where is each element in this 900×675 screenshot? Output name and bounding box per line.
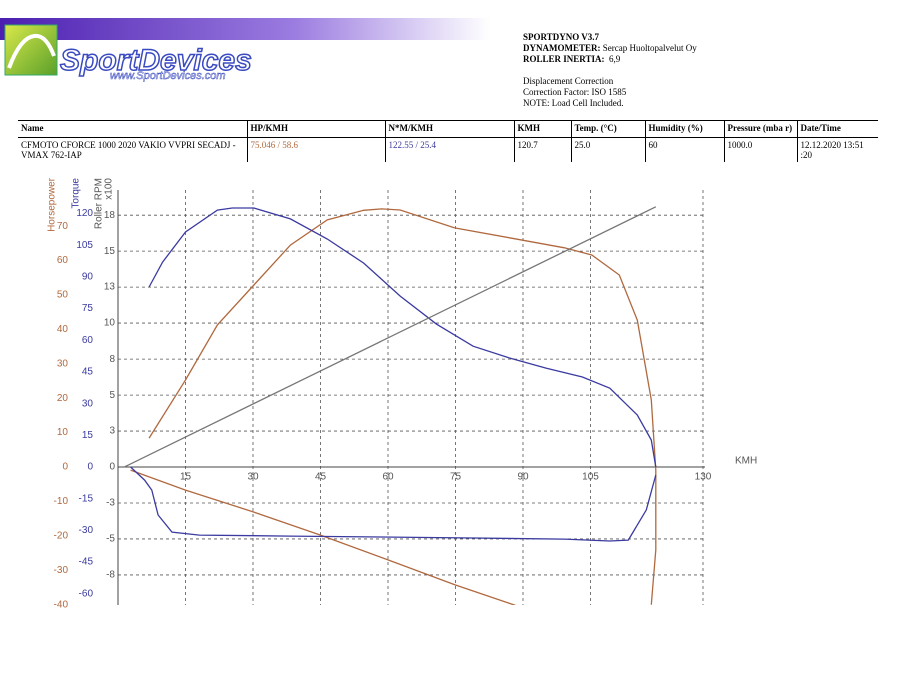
y-tick-label: 18 (104, 210, 116, 221)
column-header: Date/Time (796, 120, 878, 138)
x-tick-label: 45 (315, 472, 327, 483)
y-tick-label: -60 (79, 588, 94, 599)
column-header: HP/KMH (246, 120, 385, 138)
result-table: Name HP/KMH N*M/KMH KMH Temp. (°C) Humidity (… (18, 120, 878, 162)
y-tick-label: 5 (109, 390, 115, 401)
y-tick-label: -45 (79, 557, 94, 568)
y-tick-label: 0 (87, 462, 93, 473)
inertia-label: ROLLER INERTIA: (523, 54, 605, 64)
logo-url: www.SportDevices.com (110, 70, 226, 82)
y-tick-label: 15 (104, 246, 116, 257)
axis-title: Roller RPM (94, 178, 105, 229)
x-axis-title: KMH (735, 456, 757, 467)
inertia: 6,9 (608, 54, 621, 64)
table-cell: 120.7 (513, 137, 571, 162)
column-header: N*M/KMH (384, 120, 514, 138)
table-cell: 122.55 / 25.4 (384, 137, 514, 162)
y-tick-label: 30 (82, 398, 94, 409)
table-cell: 12.12.2020 13:51 :20 (796, 137, 878, 162)
data-line (124, 206, 657, 468)
axis-title: Horsepower (47, 177, 58, 232)
column-header: Temp. (°C) (570, 120, 645, 138)
y-tick-label: 75 (82, 303, 94, 314)
y-tick-label: -8 (106, 570, 115, 581)
table-cell: CFMOTO CFORCE 1000 2020 VAKIO VVPRI SECA… (21, 140, 236, 160)
y-tick-label: 45 (82, 367, 94, 378)
y-tick-label: 8 (109, 354, 115, 365)
y-tick-label: 10 (57, 427, 69, 438)
y-tick-label: -15 (79, 493, 94, 504)
plot (124, 206, 657, 605)
table-cell: 60 (644, 137, 724, 162)
column-header: Pressure (mba r) (723, 120, 797, 138)
y-tick-label: 20 (57, 393, 69, 404)
y-tick-label: -30 (54, 565, 69, 576)
info-block: SPORTDYNO V3.7 DYNAMOMETER: Sercap Huolt… (523, 32, 697, 109)
data-line (130, 469, 517, 605)
y-tick-label: 3 (109, 426, 115, 437)
y-tick-label: 10 (104, 318, 116, 329)
y-tick-label: 13 (104, 282, 116, 293)
y-tick-label: 90 (82, 271, 94, 282)
note: Displacement Correction (523, 76, 614, 86)
axis-title: Torque (71, 178, 82, 209)
logo-text: SportDevices (60, 44, 252, 77)
x-tick-label: 15 (180, 472, 192, 483)
y-tick-label: 60 (57, 255, 69, 266)
table-row: CFMOTO CFORCE 1000 2020 VAKIO VVPRI SECA… (18, 137, 878, 162)
column-header: KMH (513, 120, 571, 138)
y-tick-label: 60 (82, 335, 94, 346)
table-cell: 25.0 (570, 137, 645, 162)
y-tick-label: 30 (57, 358, 69, 369)
y-tick-label: 120 (76, 208, 93, 219)
x-tick-label: 130 (695, 472, 712, 483)
dyno: Sercap Huoltopalvelut Oy (602, 43, 697, 53)
x-tick-label: 30 (247, 472, 259, 483)
y-tick-label: -3 (106, 498, 115, 509)
x-tick-label: 90 (517, 472, 529, 483)
data-line (148, 208, 657, 605)
table-cell: 75.046 / 58.6 (246, 137, 385, 162)
y-tick-label: 70 (57, 221, 69, 232)
y-tick-label: 105 (76, 240, 93, 251)
x-tick-label: 60 (382, 472, 394, 483)
y-tick-label: 40 (57, 324, 69, 335)
y-tick-label: 50 (57, 290, 69, 301)
y-tick-label: 15 (82, 430, 94, 441)
y-tick-label: -40 (54, 599, 69, 610)
table-cell: 1000.0 (723, 137, 797, 162)
y-tick-label: 0 (62, 462, 68, 473)
column-header: Humidity (%) (644, 120, 724, 138)
data-line (148, 207, 657, 468)
note: NOTE: Load Cell Included. (523, 98, 624, 108)
note: Correction Factor: ISO 1585 (523, 87, 627, 97)
axis-unit: x100 (104, 178, 115, 200)
data-line (130, 466, 657, 542)
x-tick-label: 105 (582, 472, 599, 483)
header-bar (0, 18, 490, 40)
y-tick-label: 0 (109, 462, 115, 473)
x-tick-label: 75 (450, 472, 462, 483)
y-tick-label: -20 (54, 530, 69, 541)
y-tick-label: -10 (54, 496, 69, 507)
dyno-label: DYNAMOMETER: (523, 43, 601, 53)
logo-curve (7, 33, 56, 69)
software: SPORTDYNO V3.7 (523, 32, 600, 42)
y-tick-label: -5 (106, 534, 115, 545)
y-tick-label: -30 (79, 525, 94, 536)
logo-mark (4, 24, 58, 76)
column-header: Name (18, 120, 247, 138)
logo-header: SportDevices www.SportDevices.com (0, 18, 490, 82)
